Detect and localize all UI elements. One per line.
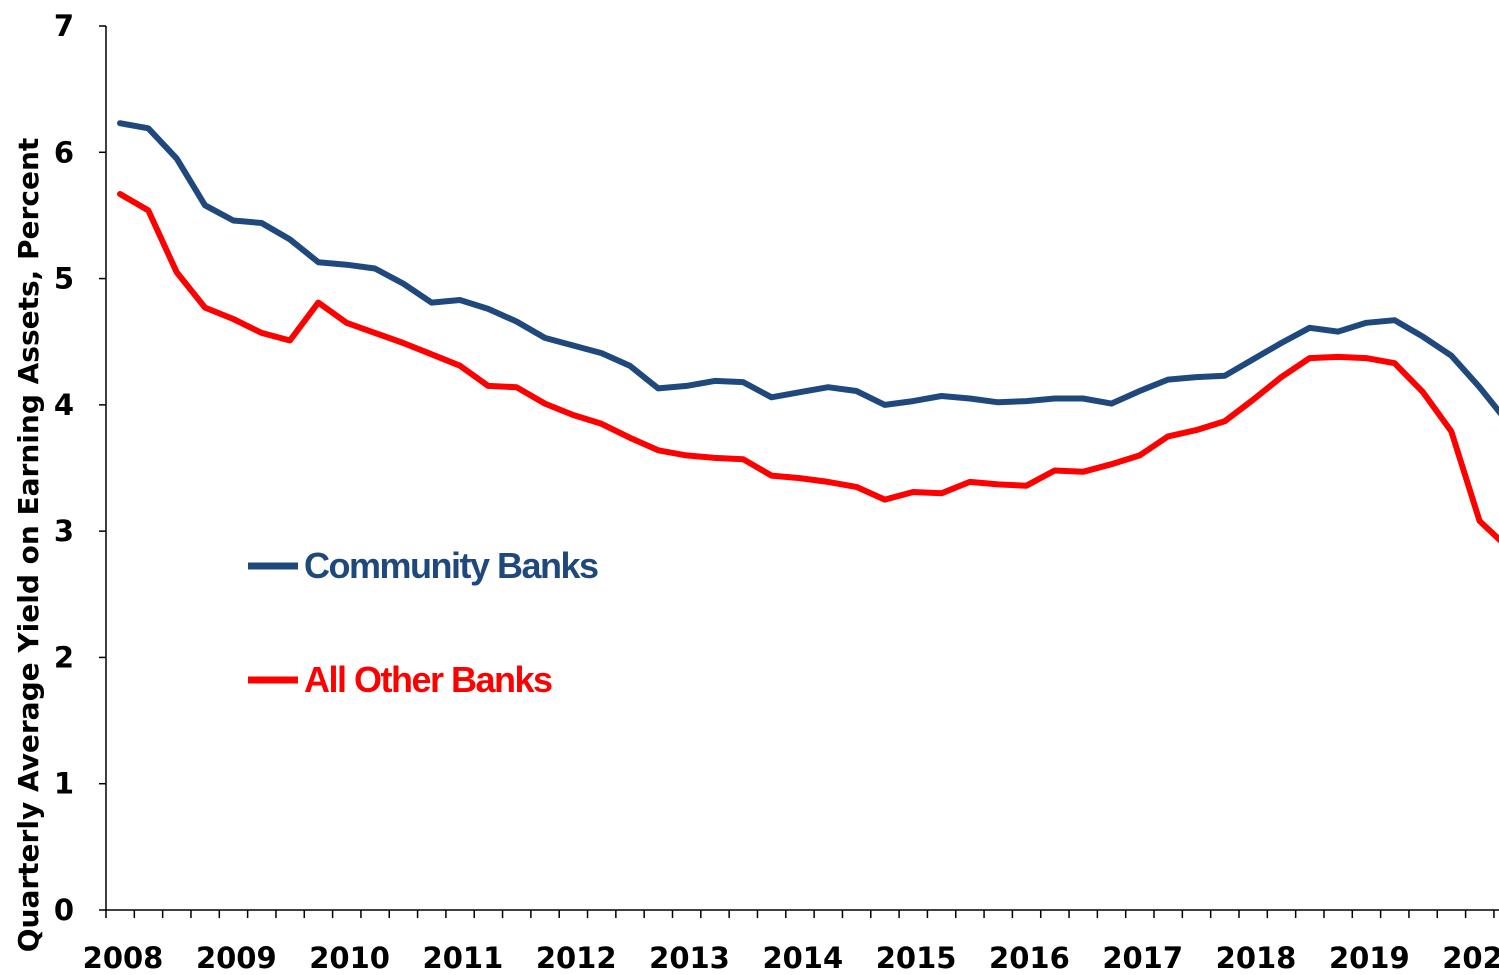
x-tick-label: 2017	[1102, 941, 1183, 975]
axes	[105, 26, 1499, 911]
series-group	[117, 120, 1499, 544]
y-axis-title: Quarterly Average Yield on Earning Asset…	[12, 138, 45, 953]
y-tick-label: 3	[54, 514, 74, 548]
x-tick-label: 2014	[762, 941, 843, 975]
series-line-all-other-banks	[117, 191, 1499, 544]
x-tick-label: 2010	[309, 941, 390, 975]
x-tick-label: 2013	[649, 941, 730, 975]
x-tick-label: 2016	[989, 941, 1070, 975]
x-tick-label: 2012	[536, 941, 617, 975]
y-tick-label: 6	[54, 135, 74, 169]
x-tick-label: 2018	[1216, 941, 1297, 975]
y-tick-label: 5	[54, 262, 74, 296]
y-tick-label: 0	[54, 893, 74, 927]
legend-label-community-banks: Community Banks	[304, 545, 598, 586]
x-tick-label: 2019	[1329, 941, 1410, 975]
legend-label-all-other-banks: All Other Banks	[304, 659, 552, 700]
x-ticks: 2008 2009 2010 2011 2012 2013 2014 2015 2016 2017…	[83, 910, 1499, 975]
y-tick-label: 1	[54, 767, 74, 801]
x-tick-label: 2015	[876, 941, 957, 975]
y-tick-label: 7	[54, 9, 74, 43]
x-tick-label: 2008	[83, 941, 164, 975]
y-tick-label: 4	[54, 388, 74, 422]
y-ticks: 0 1 2 3 4 5 6 7	[54, 9, 106, 927]
legend: Community Banks All Other Banks	[248, 545, 600, 700]
x-tick-label: 2020	[1442, 941, 1499, 975]
y-tick-label: 2	[54, 640, 74, 674]
series-line-community-banks	[117, 120, 1499, 417]
x-tick-label: 2009	[196, 941, 277, 975]
x-tick-label: 2011	[423, 941, 504, 975]
